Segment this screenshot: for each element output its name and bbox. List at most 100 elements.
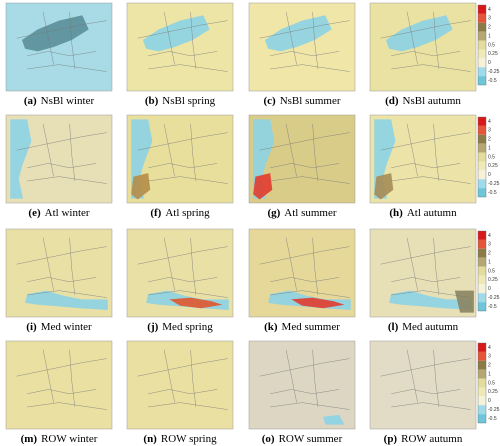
caption-label: (o) (262, 433, 275, 445)
map-panel: (p) ROW autumn (369, 340, 477, 445)
caption-label: (b) (145, 95, 159, 107)
caption-text: ROW spring (161, 433, 217, 445)
colorbar: 4 3 2 1 0.5 0.25 0 -0.25 -0.5 (477, 342, 500, 424)
colorbar-swatch (478, 378, 486, 388)
map-border (433, 123, 440, 182)
caption-text: Atl winter (45, 207, 90, 219)
map-border (148, 402, 228, 410)
map-border (433, 237, 440, 296)
colorbar-label: 1 (488, 371, 491, 377)
map-border (137, 358, 228, 377)
map-border (163, 237, 175, 291)
map-background (5, 2, 113, 92)
map-border (312, 123, 319, 182)
map-border (16, 246, 107, 265)
colorbar-label: 0 (488, 286, 491, 292)
map-border (148, 176, 228, 184)
colorbar-frame (477, 342, 487, 424)
map-border (69, 123, 76, 182)
colorbar-label: 0.5 (488, 268, 495, 274)
map-border (270, 64, 350, 72)
map-region (25, 290, 108, 310)
map-border (137, 132, 228, 151)
map-border (42, 123, 54, 177)
colorbar-swatch (478, 257, 486, 267)
map-border (270, 389, 340, 395)
map-border (27, 290, 107, 298)
colorbar-label: 1 (488, 259, 491, 265)
map-border (406, 123, 418, 177)
map-border (16, 358, 107, 377)
colorbar-swatch (478, 405, 486, 415)
colorbar-label: 0 (488, 172, 491, 178)
map-border (137, 246, 228, 265)
colorbar-swatch (478, 22, 486, 32)
map-panel: (h) Atl autumn (369, 114, 477, 219)
map-background (369, 2, 477, 92)
panel-caption: (p) ROW autumn (384, 433, 463, 445)
map-region (169, 297, 223, 309)
caption-label: (e) (28, 207, 41, 219)
colorbar-swatch (478, 302, 486, 311)
map-border (380, 132, 471, 151)
map-border (259, 132, 350, 151)
map-border (148, 389, 218, 395)
colorbar-swatch (478, 58, 486, 68)
colorbar-swatch (478, 134, 486, 144)
colorbar-label: -0.5 (488, 304, 497, 310)
map-region (291, 297, 345, 309)
map-border (190, 237, 197, 296)
caption-text: NsBl spring (162, 95, 215, 107)
colorbar-label: 0.5 (488, 42, 495, 48)
panel-caption: (n) ROW spring (143, 433, 217, 445)
map-border (380, 246, 471, 265)
colorbar-label: 3 (488, 242, 491, 248)
caption-label: (n) (143, 433, 157, 445)
colorbar-swatch (478, 161, 486, 171)
map-region (385, 15, 453, 52)
map-border (42, 349, 54, 403)
panel-caption: (o) ROW summer (262, 433, 343, 445)
panel-caption: (g) Atl summer (267, 207, 336, 219)
colorbar-swatch (478, 351, 486, 361)
caption-text: Atl summer (284, 207, 337, 219)
map-border (285, 11, 297, 65)
caption-text: Atl spring (165, 207, 210, 219)
colorbar-swatch (478, 40, 486, 50)
colorbar-swatch (478, 369, 486, 379)
caption-label: (j) (147, 321, 158, 333)
map-background (369, 340, 477, 430)
colorbar-swatch (478, 284, 486, 294)
colorbar-label: 0.5 (488, 154, 495, 160)
map-border (312, 11, 319, 70)
map-panel: (f) Atl spring (126, 114, 234, 219)
map-border (148, 64, 228, 72)
colorbar-label: 1 (488, 145, 491, 151)
map-region (21, 15, 89, 52)
caption-text: Med winter (41, 321, 92, 333)
map-border (406, 11, 418, 65)
colorbar-label: 4 (488, 119, 491, 125)
map-border (42, 237, 54, 291)
colorbar-label: 3 (488, 354, 491, 360)
map-border (433, 349, 440, 408)
map-panel: (n) ROW spring (126, 340, 234, 445)
colorbar-frame (477, 116, 487, 198)
colorbar-swatch (478, 188, 486, 197)
map-border (285, 123, 297, 177)
colorbar-label: 2 (488, 363, 491, 369)
caption-text: Atl autumn (407, 207, 457, 219)
panel-caption: (m) ROW winter (21, 433, 98, 445)
map-background (126, 340, 234, 430)
colorbar-label: 0 (488, 398, 491, 404)
caption-label: (h) (389, 207, 403, 219)
map-region (374, 173, 394, 200)
panel-caption: (d) NsBl autumn (385, 95, 461, 107)
map-border (190, 11, 197, 70)
caption-text: Med spring (162, 321, 213, 333)
map-panel: (i) Med winter (5, 228, 113, 333)
map-panel: (g) Atl summer (248, 114, 356, 219)
map-region (131, 173, 151, 200)
map-region (389, 290, 472, 310)
caption-text: NsBl autumn (403, 95, 462, 107)
